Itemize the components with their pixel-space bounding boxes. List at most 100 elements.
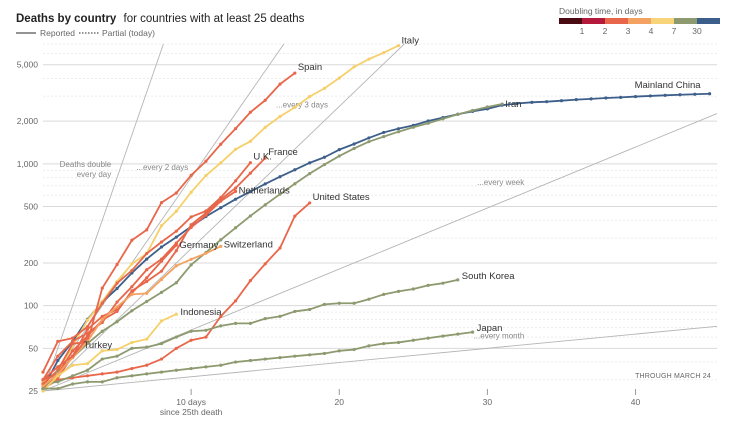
- germany-point: [174, 243, 178, 247]
- japan-label: Japan: [477, 323, 503, 334]
- south-korea-point: [100, 357, 104, 361]
- reported-legend-label: Reported: [40, 28, 75, 38]
- united-states-point: [263, 262, 267, 266]
- italy-point: [396, 44, 401, 48]
- netherlands-point: [130, 285, 134, 289]
- switzerland-point: [130, 292, 134, 297]
- mainland-china-point: [545, 100, 549, 104]
- spain-point: [130, 238, 134, 242]
- iran-point: [278, 192, 282, 196]
- y-tick-label: 25: [29, 386, 39, 396]
- iran-point: [219, 238, 223, 242]
- south-korea-point: [71, 374, 75, 378]
- japan-point: [159, 370, 164, 374]
- indonesia-point: [130, 340, 134, 345]
- italy-label: Italy: [402, 36, 420, 47]
- x-tick-label: 40: [631, 397, 641, 407]
- mainland-china-point: [233, 197, 238, 201]
- turkey-line: [42, 337, 89, 381]
- united-states-point: [293, 214, 297, 218]
- reference-line-label: ...every 3 days: [276, 100, 328, 109]
- reference-line-3-day: [42, 43, 405, 392]
- spain-point: [189, 173, 193, 177]
- y-tick-label: 50: [29, 343, 39, 353]
- switzerland-point: [219, 244, 223, 248]
- mainland-china-point: [248, 190, 252, 194]
- france-point: [159, 269, 164, 273]
- switzerland-point: [159, 277, 164, 282]
- united-states-point: [248, 279, 252, 283]
- chart-title-line: Deaths by country for countries with at …: [16, 13, 305, 25]
- south-korea-line: [42, 278, 458, 385]
- indonesia-point: [100, 349, 104, 353]
- italy-point: [219, 161, 223, 165]
- south-korea-point: [56, 380, 60, 384]
- u-k-point: [56, 339, 60, 343]
- reference-line-1-day: [42, 43, 164, 392]
- doubling-legend-tick-label: 30: [692, 26, 702, 36]
- indonesia-label: Indonesia: [180, 307, 222, 318]
- mainland-china-label: Mainland China: [635, 80, 702, 91]
- iran-point: [396, 130, 401, 134]
- mainland-china-point: [426, 119, 430, 123]
- south-korea-point: [396, 289, 401, 293]
- france-point: [248, 171, 252, 175]
- mainland-china-point: [322, 155, 327, 159]
- united-states-point: [308, 201, 312, 205]
- netherlands-point: [56, 354, 60, 358]
- mainland-china-point: [604, 96, 608, 100]
- iran-point: [130, 309, 134, 313]
- united-states-point: [145, 363, 149, 367]
- iran-point: [100, 329, 104, 333]
- mainland-china-point: [367, 136, 371, 140]
- doubling-legend-tick-label: 4: [649, 26, 654, 36]
- spain-point: [204, 159, 208, 163]
- x-tick-label: 10 days: [176, 397, 206, 407]
- italy-point: [367, 57, 371, 61]
- japan-line: [43, 331, 473, 390]
- u-k-point: [145, 251, 149, 256]
- iran-point: [159, 290, 164, 294]
- mainland-china-point: [115, 286, 119, 291]
- japan-point: [411, 338, 415, 342]
- japan-point: [130, 374, 134, 378]
- japan-point: [322, 351, 327, 356]
- south-korea-point: [278, 314, 282, 318]
- reference-line-label: ...every month: [474, 331, 525, 340]
- spain-point: [248, 110, 252, 114]
- iran-point: [248, 214, 252, 218]
- mainland-china-point: [574, 98, 578, 102]
- switzerland-point: [145, 291, 149, 295]
- japan-point: [189, 366, 193, 371]
- u-k-label: U.K.: [253, 152, 271, 163]
- u-k-point: [248, 161, 252, 165]
- italy-point: [278, 114, 282, 119]
- x-axis: 10 days 20 30 40 since 25th death: [160, 389, 641, 417]
- switzerland-point: [41, 384, 45, 388]
- doubling-time-legend: Doubling time, in days 1 2 3 4 7 30: [559, 6, 720, 36]
- japan-point: [41, 386, 45, 391]
- france-label: France: [268, 147, 298, 158]
- italy-point: [174, 209, 178, 213]
- italy-point: [382, 51, 386, 55]
- partial-legend-label: Partial (today): [102, 28, 155, 38]
- iran-point: [308, 172, 312, 176]
- turkey-label: Turkey: [83, 340, 112, 351]
- switzerland-point: [189, 257, 193, 261]
- mainland-china-point: [382, 130, 386, 135]
- switzerland-point: [174, 264, 178, 268]
- iran-point: [470, 108, 475, 113]
- italy-point: [308, 95, 312, 99]
- japan-point: [278, 356, 282, 360]
- japan-point: [470, 330, 475, 334]
- south-korea-point: [382, 292, 386, 297]
- south-korea-point: [115, 354, 119, 358]
- netherlands-point: [145, 268, 149, 272]
- united-states-point: [233, 299, 238, 303]
- spain-point: [278, 82, 282, 86]
- south-korea-point: [367, 297, 371, 301]
- japan-point: [219, 363, 223, 367]
- japan-point: [204, 365, 208, 369]
- south-korea-point: [411, 287, 415, 291]
- iran-point: [352, 146, 356, 151]
